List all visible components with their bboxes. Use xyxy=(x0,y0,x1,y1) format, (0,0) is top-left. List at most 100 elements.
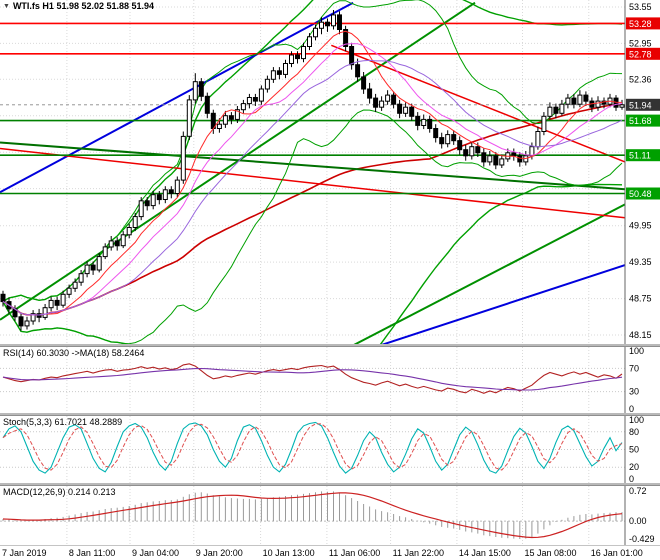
candle-body xyxy=(439,137,445,145)
stoch-tick-label: 20 xyxy=(629,462,639,472)
candle-body xyxy=(619,104,625,108)
candle-body xyxy=(120,234,126,247)
main-chart-panel: 53.55 52.95 52.36 49.95 49.35 48.75 48.15 53.28… xyxy=(0,0,660,344)
candle-body xyxy=(535,131,541,148)
rsi-canvas[interactable]: 100 70 30 0 xyxy=(0,347,660,413)
stoch-tick-label: 100 xyxy=(629,416,644,425)
candle-body xyxy=(499,158,505,166)
candle-body xyxy=(529,146,535,157)
bollinger-wide-lower xyxy=(2,183,623,344)
candle-body xyxy=(96,256,102,271)
price-badge xyxy=(626,187,660,200)
candle-body xyxy=(595,100,601,108)
candle-body xyxy=(475,146,481,154)
fast-ma-line xyxy=(2,30,623,316)
time-axis-label: 16 Jan 01:00 xyxy=(591,548,643,558)
candle-body xyxy=(246,97,252,105)
candle-body xyxy=(192,81,198,101)
candle-body xyxy=(258,88,264,102)
trendline[interactable] xyxy=(0,141,626,191)
candle-body xyxy=(361,76,367,90)
time-axis-label: 15 Jan 08:00 xyxy=(525,548,577,558)
macd-canvas[interactable]: 0.72 0.00 -0.429 xyxy=(0,486,660,545)
candle-body xyxy=(331,14,336,27)
candle-body xyxy=(301,46,306,60)
stoch-canvas[interactable]: 100 80 50 20 0 xyxy=(0,416,660,483)
candle-body xyxy=(252,97,258,102)
candle-body xyxy=(379,100,385,108)
candle-body xyxy=(343,29,349,47)
candle-body xyxy=(571,97,577,105)
trendline[interactable] xyxy=(344,203,626,344)
price-tick-label: 49.35 xyxy=(629,257,652,267)
candle-body xyxy=(264,78,270,90)
macd-tick-label: 0.72 xyxy=(629,486,647,496)
rsi-tick-label: 30 xyxy=(629,387,639,397)
time-axis-label: 9 Jan 04:00 xyxy=(132,548,179,558)
candle-body xyxy=(457,140,463,151)
candle-body xyxy=(204,95,210,114)
rsi-tick-label: 0 xyxy=(629,404,634,413)
candle-body xyxy=(234,109,240,120)
macd-tick-label: 0.00 xyxy=(629,516,647,526)
candle-body xyxy=(487,155,493,163)
candle-body xyxy=(373,97,379,108)
trendline[interactable] xyxy=(375,264,626,344)
candle-body xyxy=(150,194,156,207)
candle-body xyxy=(283,63,288,75)
candle-body xyxy=(559,103,565,114)
time-axis[interactable]: 7 Jan 2019 8 Jan 11:00 9 Jan 04:00 9 Jan 20… xyxy=(0,545,660,560)
stoch-d-line xyxy=(2,423,623,471)
candle-body xyxy=(433,128,439,139)
bollinger-tight-lower xyxy=(2,109,623,344)
trendline[interactable] xyxy=(0,1,354,194)
candle-body xyxy=(162,189,168,201)
panel-divider[interactable] xyxy=(0,344,660,347)
candle-body xyxy=(355,64,361,78)
price-badge xyxy=(626,149,660,162)
candle-body xyxy=(108,240,114,248)
candle-body xyxy=(114,240,120,247)
symbol-marker-icon: ▼ xyxy=(3,2,10,10)
price-chart-canvas[interactable]: 53.55 52.95 52.36 49.95 49.35 48.75 48.15 53.28… xyxy=(0,0,660,344)
macd-axis-area xyxy=(625,486,660,545)
candle-body xyxy=(541,115,547,133)
macd-tick-label: -0.429 xyxy=(629,534,655,544)
stoch-header: Stoch(5,3,3) 61.7021 48.2889 xyxy=(3,417,123,427)
price-tick-label: 48.15 xyxy=(629,330,652,340)
panel-divider[interactable] xyxy=(0,483,660,486)
candle-body xyxy=(313,27,318,38)
candle-body xyxy=(577,94,583,105)
candle-body xyxy=(337,14,342,30)
candle-body xyxy=(270,70,276,80)
macd-header: MACD(12,26,9) 0.214 0.213 xyxy=(3,487,116,497)
trendline[interactable] xyxy=(331,44,626,163)
price-badge-label: 50.48 xyxy=(629,189,652,199)
price-tick-label: 52.36 xyxy=(629,74,652,84)
time-axis-label: 7 Jan 2019 xyxy=(2,548,47,558)
stoch-axis-area xyxy=(625,416,660,483)
candle-body xyxy=(156,194,162,201)
candle-body xyxy=(295,54,300,60)
candle-body xyxy=(240,103,246,111)
panel-divider[interactable] xyxy=(0,413,660,416)
long-ma-line xyxy=(2,104,622,316)
candle-body xyxy=(553,106,559,114)
stoch-k-line xyxy=(2,421,623,474)
candle-body xyxy=(427,118,433,130)
candle-body xyxy=(511,152,517,157)
time-axis-canvas[interactable]: 7 Jan 2019 8 Jan 11:00 9 Jan 04:00 9 Jan 20… xyxy=(0,545,660,560)
candle-body xyxy=(138,200,144,218)
candle-body xyxy=(72,281,78,289)
time-axis-label: 10 Jan 13:00 xyxy=(263,548,315,558)
candle-body xyxy=(289,54,294,64)
candle-body xyxy=(228,115,234,120)
stoch-tick-label: 80 xyxy=(629,427,639,437)
trendline[interactable] xyxy=(0,1,476,321)
candle-body xyxy=(367,88,373,99)
macd-signal-line xyxy=(2,492,623,539)
rsi-panel: 100 70 30 0 RSI(14) 60.3030 ->MA(18) 58.246… xyxy=(0,347,660,413)
trendline[interactable] xyxy=(0,147,626,219)
candle-body xyxy=(547,106,553,117)
